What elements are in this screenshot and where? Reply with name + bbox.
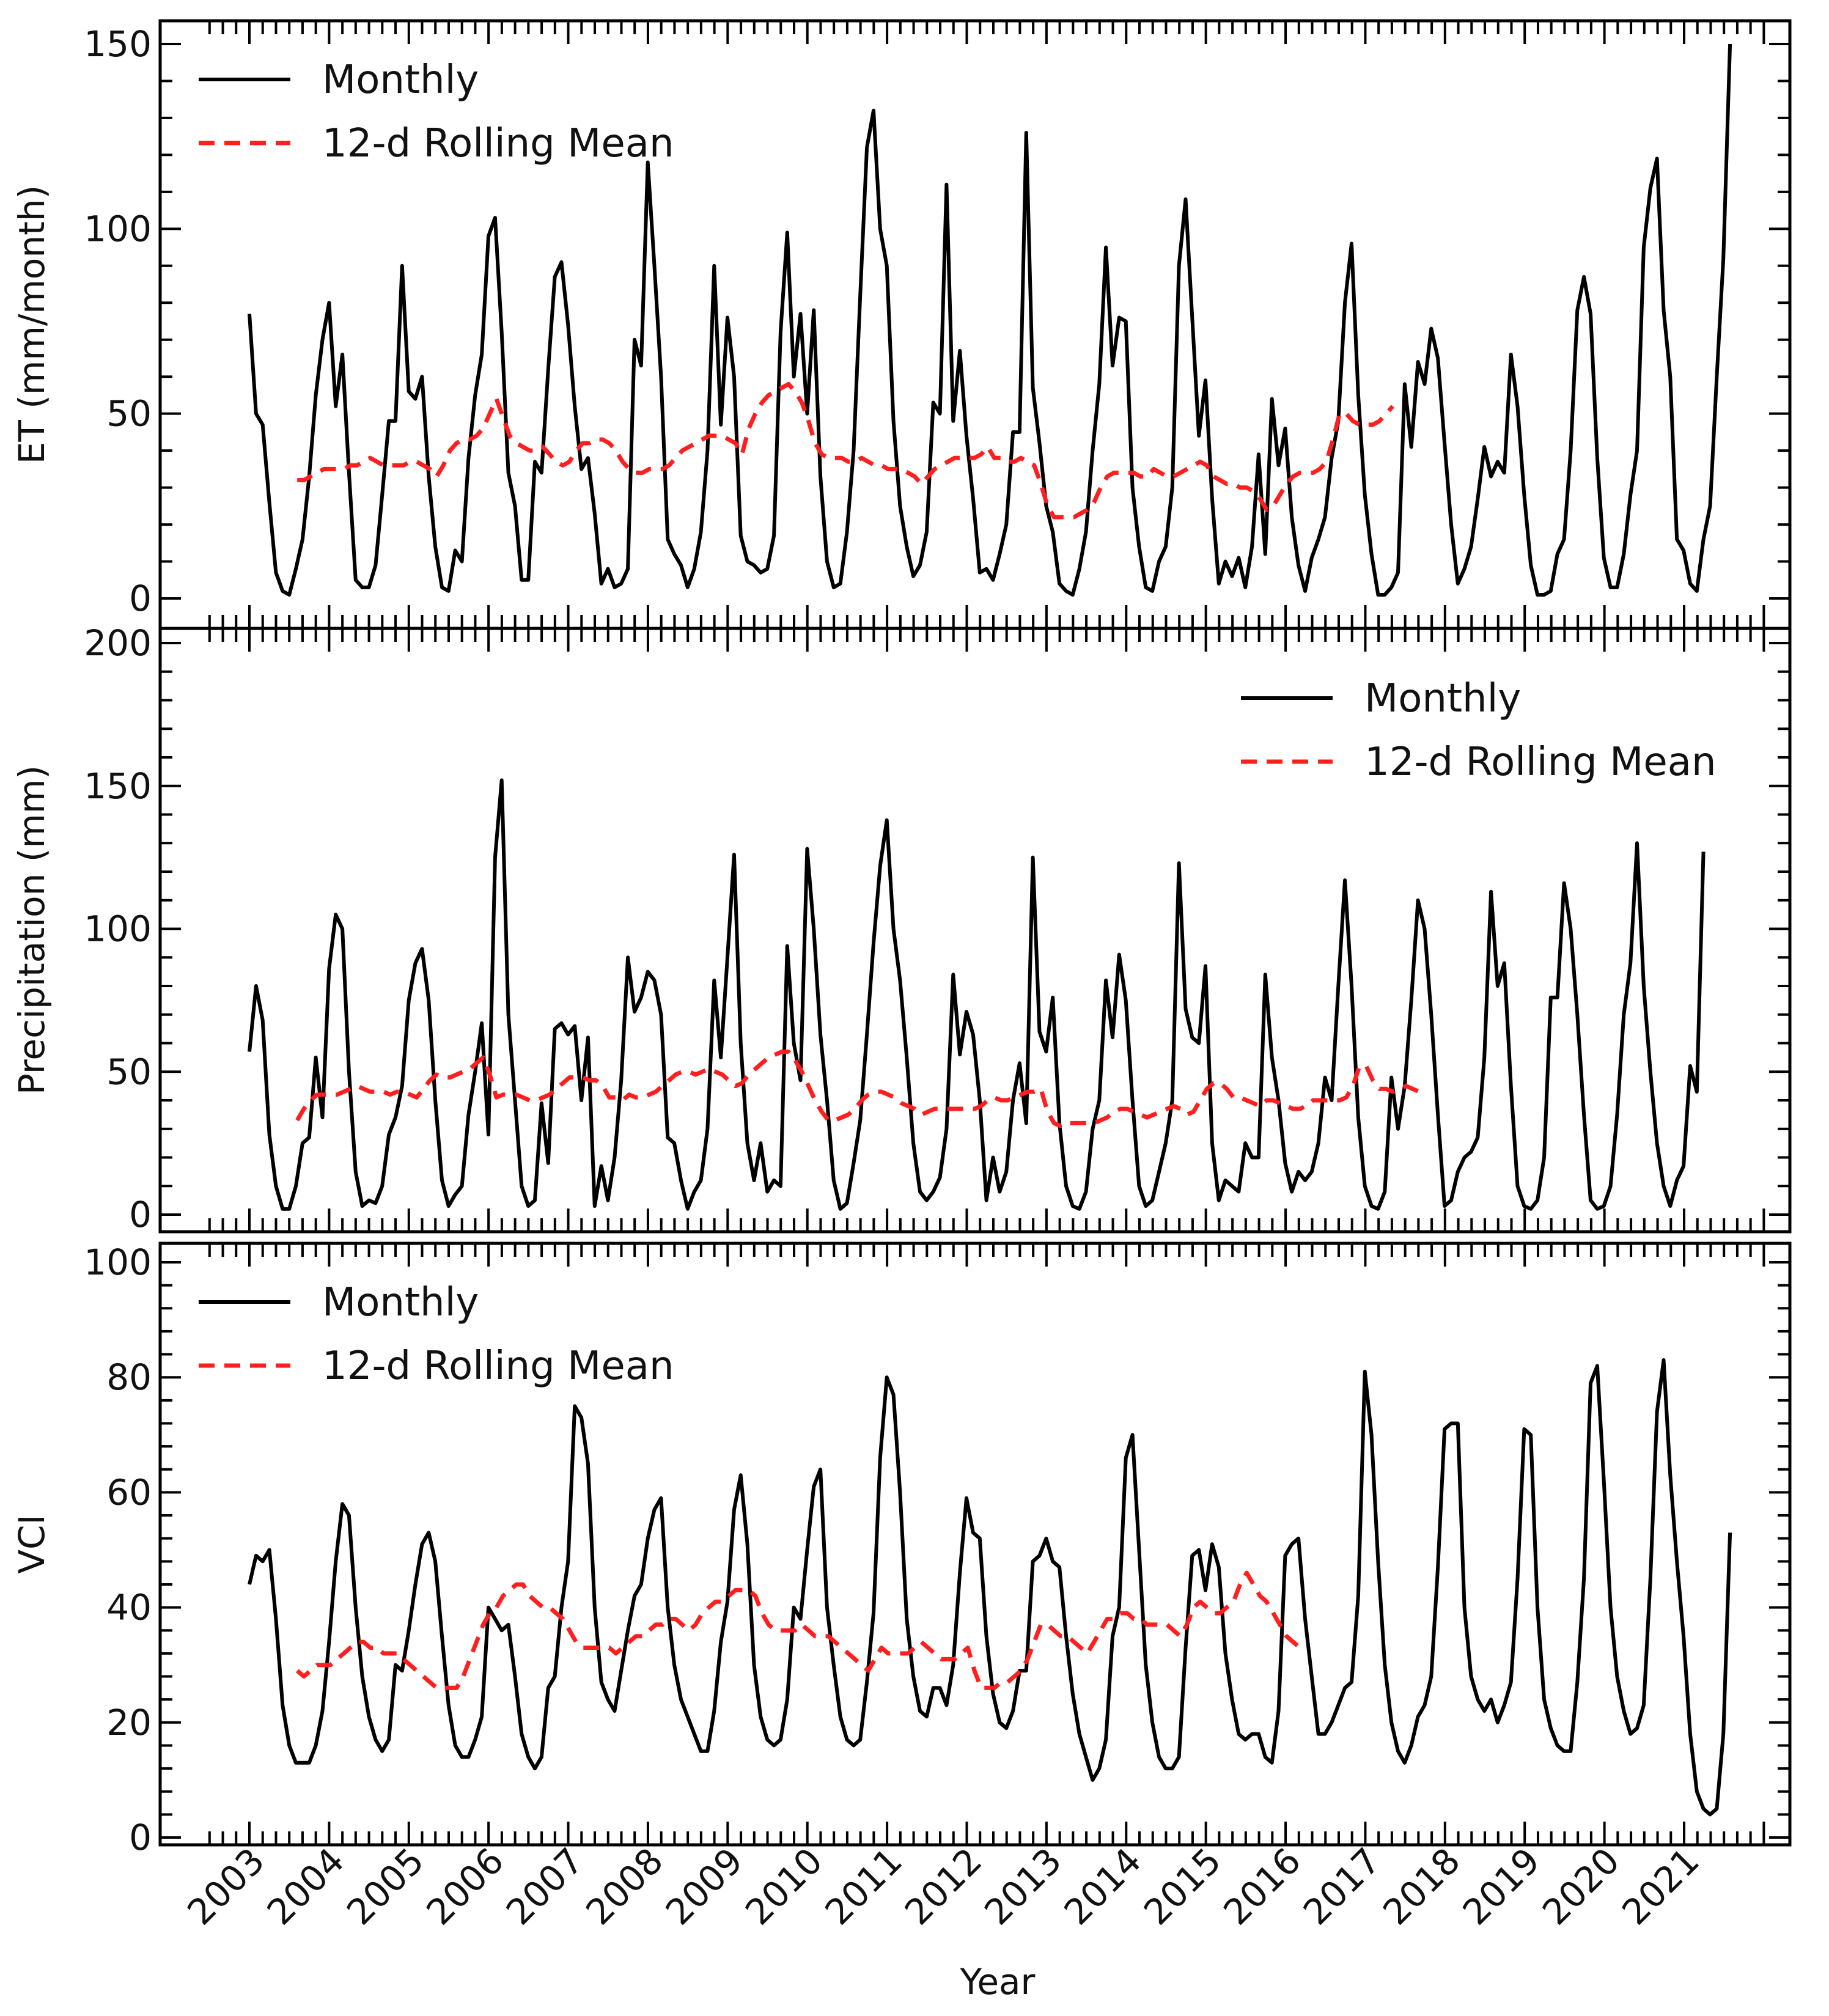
y-tick-label: 20 [106,1702,152,1743]
y-ticks [160,642,1790,1216]
legend: Monthly 12-d Rolling Mean [199,1280,674,1389]
y-tick-label: 200 [84,622,152,664]
panel-3: 0 20 40 60 80 100 VCI Monthly 12-d Rolling Mean [11,1242,1792,1858]
x-tick-label: 2018 [1375,1840,1468,1933]
legend: Monthly 12-d Rolling Mean [199,57,674,166]
x-tick-label: 2010 [737,1840,830,1933]
legend: Monthly 12-d Rolling Mean [1241,676,1717,785]
x-ticks [208,21,1765,628]
x-tick-label: 2011 [817,1840,910,1933]
y-tick-label: 100 [84,908,152,950]
y-ticks [160,1261,1790,1839]
x-tick-label: 2020 [1534,1840,1627,1933]
series-line-rolling-mean [295,1050,1421,1128]
x-tick-label: 2005 [339,1840,432,1933]
y-tick-label: 40 [106,1587,152,1628]
y-axis-title: Precipitation (mm) [11,765,53,1095]
legend-label: Monthly [322,57,479,103]
series-line-rolling-mean [297,381,1395,520]
series-line-rolling-mean [295,1570,1301,1690]
legend-label: 12-d Rolling Mean [322,121,674,166]
legend-label: 12-d Rolling Mean [1364,740,1717,785]
panel-2: 0 50 100 150 200 Precipitation (mm) Monthly 12-… [11,622,1792,1235]
y-tick-label: 150 [84,23,152,65]
plot-frame [158,1242,1792,1847]
y-tick-label: 80 [106,1356,152,1398]
y-axis-title: ET (mm/month) [11,185,53,465]
legend-label: Monthly [322,1280,479,1325]
x-tick-label: 2016 [1215,1840,1308,1933]
x-tick-label: 2004 [259,1840,352,1933]
series-line-monthly [248,43,1732,597]
x-tick-label: 2003 [179,1840,272,1933]
x-tick-label: 2019 [1455,1840,1548,1933]
x-ticks [208,628,1765,1232]
x-tick-label: 2008 [578,1840,671,1933]
x-tick-label: 2015 [1136,1840,1229,1933]
x-tick-label: 2014 [1056,1840,1149,1933]
legend-label: Monthly [1364,676,1521,721]
x-ticks [208,1243,1765,1845]
y-ticks [160,43,1790,600]
series-line-monthly [248,778,1706,1211]
x-tick-label: 2009 [658,1840,751,1933]
y-tick-label: 50 [106,1051,152,1092]
panel-1: 0 50 100 150 ET (mm/month) Monthly 12-d Rollin… [11,19,1792,630]
x-tick-label: 2021 [1614,1840,1707,1933]
x-tick-labels: 2003200420052006200720082009201020112012… [179,1840,1707,1933]
y-tick-label: 0 [129,1194,152,1235]
x-tick-label: 2012 [897,1840,990,1933]
x-tick-label: 2007 [498,1840,591,1933]
y-axis-title: VCI [11,1514,53,1573]
legend-label: 12-d Rolling Mean [322,1344,674,1389]
y-tick-label: 100 [84,1242,152,1283]
series-line-monthly [248,1358,1732,1817]
y-tick-label: 0 [129,1817,152,1858]
x-tick-label: 2006 [419,1840,512,1933]
y-tick-label: 0 [129,578,152,619]
y-tick-label: 50 [106,393,152,435]
x-axis-title: Year [960,1961,1036,2003]
x-tick-label: 2013 [976,1840,1069,1933]
y-tick-label: 60 [106,1471,152,1513]
x-tick-label: 2017 [1295,1840,1388,1933]
y-tick-label: 100 [84,208,152,249]
y-tick-label: 150 [84,765,152,807]
